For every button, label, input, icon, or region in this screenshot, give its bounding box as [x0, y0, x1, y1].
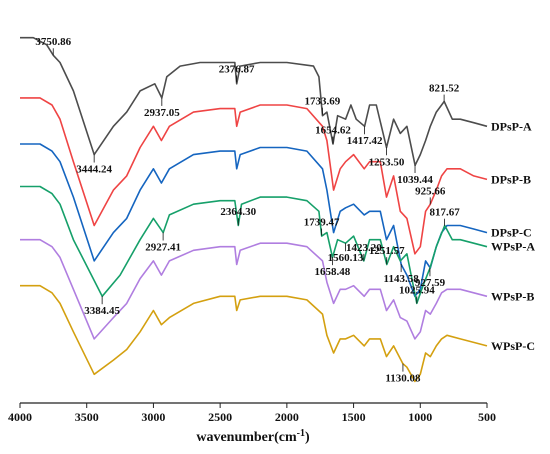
x-tick-label-1000: 1000 — [408, 410, 432, 424]
x-axis-title: wavenumber(cm-1) — [196, 428, 310, 445]
peak-label-1253-50: 1253.50 — [369, 156, 405, 168]
peak-label-3444-24: 3444.24 — [76, 164, 112, 176]
peak-label-2937-05: 2937.05 — [144, 107, 180, 119]
peak-label-3750-86: 3750.86 — [35, 36, 71, 48]
peak-label-925-66: 925.66 — [415, 185, 446, 197]
x-tick-label-3000: 3000 — [141, 410, 165, 424]
series-line-dpsp-a — [20, 36, 488, 167]
peak-label-1417-42: 1417.42 — [347, 135, 383, 147]
peak-label-817-67: 817.67 — [429, 207, 460, 219]
x-tick-label-4000: 4000 — [8, 410, 32, 424]
peak-label-2364-30: 2364.30 — [220, 206, 256, 218]
peak-label-1560-13: 1560.13 — [328, 252, 364, 264]
peak-label-927-59: 927.59 — [415, 277, 446, 289]
peak-label-1423-20: 1423.20 — [346, 242, 382, 254]
x-tick-label-2000: 2000 — [275, 410, 299, 424]
peak-annotations: 3750.86 2937.05 2376.87 3444.24 1733.69 1417.… — [35, 36, 460, 384]
x-tick-label-1500: 1500 — [342, 410, 366, 424]
peak-label-821-52: 821.52 — [429, 83, 460, 95]
peak-label-1251-57: 1251.57 — [369, 245, 405, 257]
peak-label-1025-94: 1025.94 — [399, 284, 435, 296]
series-line-wpsp-a — [20, 185, 488, 305]
x-tick-label-500: 500 — [478, 410, 496, 424]
peak-label-3384-45: 3384.45 — [84, 305, 120, 317]
peak-label-2376-87: 2376.87 — [219, 63, 255, 75]
series-label-wpsp-b: WPsP-B — [491, 289, 534, 303]
series-line-dpsp-b — [20, 97, 488, 255]
peak-label-1143-58: 1143.58 — [384, 273, 420, 285]
series-label-dpsp-b: DPsP-B — [491, 172, 531, 186]
series-label-dpsp-c: DPsP-C — [491, 226, 532, 240]
peak-label-1039-44: 1039.44 — [397, 174, 433, 186]
series-line-dpsp-c — [20, 143, 488, 298]
series-line-wpsp-b — [20, 238, 488, 340]
x-tick-labels: 4000 3500 3000 2500 2000 1500 1000 500 — [8, 403, 496, 424]
x-tick-label-3500: 3500 — [75, 410, 99, 424]
x-tick-label-2500: 2500 — [208, 410, 232, 424]
peak-label-1654-62: 1654.62 — [315, 125, 351, 137]
series-line-wpsp-c — [20, 284, 488, 383]
peak-label-1733-69: 1733.69 — [305, 96, 341, 108]
peak-label-1130-08: 1130.08 — [385, 373, 421, 385]
peak-label-2927-41: 2927.41 — [145, 241, 181, 253]
series-label-dpsp-a: DPsP-A — [491, 119, 532, 133]
series-label-wpsp-a: WPsP-A — [491, 240, 535, 254]
series-label-wpsp-c: WPsP-C — [491, 339, 535, 353]
peak-label-1739-47: 1739.47 — [304, 217, 340, 229]
peak-label-1658-48: 1658.48 — [315, 266, 351, 278]
spectrum-curves — [20, 36, 488, 383]
